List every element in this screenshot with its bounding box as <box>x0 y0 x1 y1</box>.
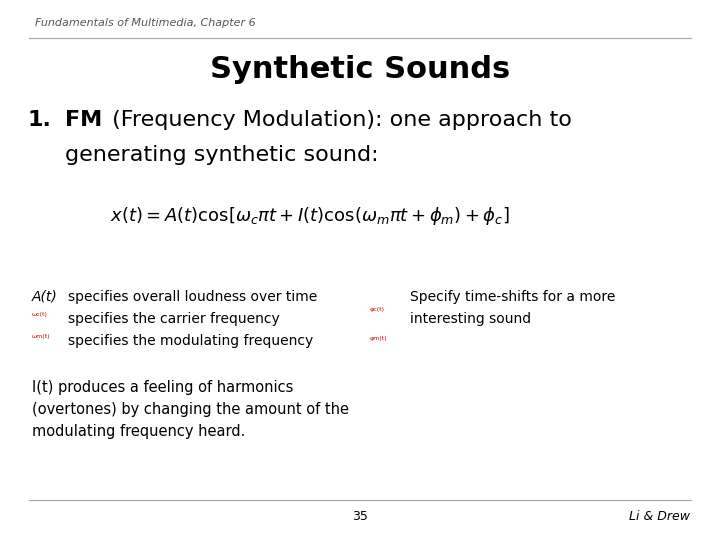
Text: ωm(t): ωm(t) <box>32 334 50 339</box>
Text: φc(t): φc(t) <box>370 307 385 312</box>
Text: ωc(t): ωc(t) <box>32 312 48 317</box>
Text: 35: 35 <box>352 510 368 523</box>
Text: modulating frequency heard.: modulating frequency heard. <box>32 424 246 439</box>
Text: interesting sound: interesting sound <box>410 312 531 326</box>
Text: FM: FM <box>65 110 102 130</box>
Text: 1.: 1. <box>28 110 52 130</box>
Text: specifies overall loudness over time: specifies overall loudness over time <box>68 290 318 304</box>
Text: generating synthetic sound:: generating synthetic sound: <box>65 145 379 165</box>
Text: A(t): A(t) <box>32 290 58 304</box>
Text: Synthetic Sounds: Synthetic Sounds <box>210 55 510 84</box>
Text: specifies the modulating frequency: specifies the modulating frequency <box>68 334 313 348</box>
Text: I(t) produces a feeling of harmonics: I(t) produces a feeling of harmonics <box>32 380 293 395</box>
Text: specifies the carrier frequency: specifies the carrier frequency <box>68 312 280 326</box>
Text: Li & Drew: Li & Drew <box>629 510 690 523</box>
Text: Specify time-shifts for a more: Specify time-shifts for a more <box>410 290 616 304</box>
Text: (Frequency Modulation): one approach to: (Frequency Modulation): one approach to <box>105 110 572 130</box>
Text: (overtones) by changing the amount of the: (overtones) by changing the amount of th… <box>32 402 349 417</box>
Text: φm(t): φm(t) <box>370 336 387 341</box>
Text: Fundamentals of Multimedia, Chapter 6: Fundamentals of Multimedia, Chapter 6 <box>35 18 256 28</box>
Text: $x(t)= A(t)\cos[\omega_c\pi t + I(t)\cos(\omega_m\pi t + \phi_m) + \phi_c]$: $x(t)= A(t)\cos[\omega_c\pi t + I(t)\cos… <box>110 205 510 227</box>
